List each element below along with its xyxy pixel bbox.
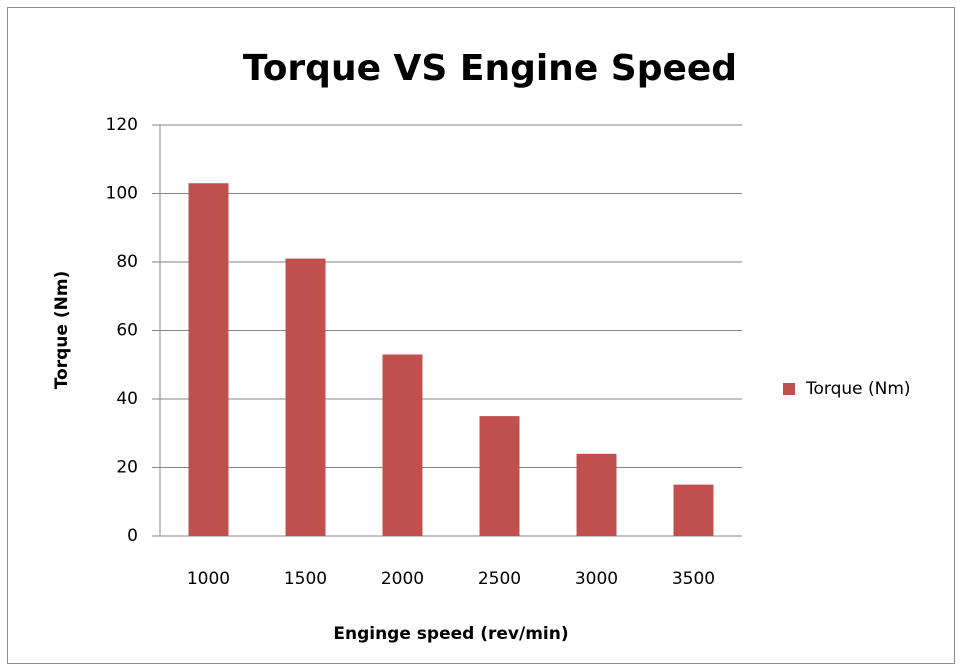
bar [673,484,714,536]
x-tick-label: 1000 [187,569,230,589]
y-tick-label: 120 [106,115,138,135]
x-axis-label: Enginge speed (rev/min) [333,624,568,644]
bar [479,416,520,536]
x-tick-label: 3000 [575,569,618,589]
bar [382,354,423,536]
legend-label: Torque (Nm) [805,379,911,399]
x-tick-label: 2000 [381,569,424,589]
legend-swatch [783,383,795,395]
y-tick-label: 100 [106,184,138,204]
chart-frame [7,7,955,664]
chart-title: Torque VS Engine Speed [243,48,737,89]
y-axis-label: Torque (Nm) [52,271,72,390]
bar [285,258,326,536]
x-tick-label: 1500 [284,569,327,589]
bar [188,183,229,536]
y-tick-label: 0 [127,526,138,546]
y-tick-label: 60 [116,321,138,341]
x-tick-label: 2500 [478,569,521,589]
y-tick-label: 20 [116,458,138,478]
y-tick-label: 40 [116,389,138,409]
y-tick-label: 80 [116,252,138,272]
bar [576,453,617,536]
x-tick-label: 3500 [672,569,715,589]
